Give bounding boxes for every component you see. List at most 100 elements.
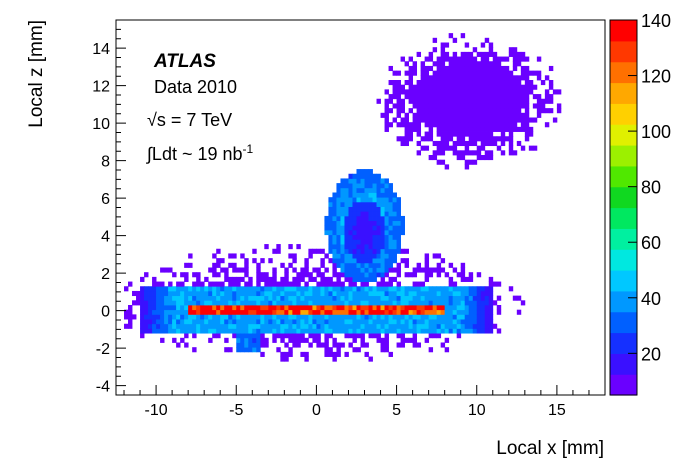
heatmap-cell bbox=[384, 206, 389, 212]
heatmap-cell bbox=[472, 61, 478, 67]
heatmap-cell bbox=[336, 300, 341, 306]
heatmap-cell bbox=[328, 314, 333, 320]
heatmap-cell bbox=[512, 295, 518, 301]
heatmap-cell bbox=[508, 150, 514, 156]
heatmap-cell bbox=[188, 314, 193, 320]
heatmap-cell bbox=[460, 33, 466, 39]
heatmap-cell bbox=[236, 314, 241, 320]
heatmap-cell bbox=[488, 155, 494, 161]
heatmap-cell bbox=[556, 103, 562, 109]
heatmap-cell bbox=[208, 300, 213, 306]
heatmap-cell bbox=[220, 286, 225, 292]
heatmap-cell bbox=[288, 286, 293, 292]
heatmap-cell bbox=[300, 290, 305, 297]
heatmap-cell bbox=[376, 201, 381, 207]
heatmap-cell bbox=[232, 290, 237, 297]
heatmap-cell bbox=[484, 286, 490, 292]
heatmap-cell bbox=[144, 319, 149, 325]
heatmap-cell bbox=[400, 295, 405, 301]
heatmap-cell bbox=[312, 276, 317, 282]
heatmap-cell bbox=[320, 314, 325, 320]
heatmap-cell bbox=[276, 309, 281, 315]
heatmap-cell bbox=[376, 323, 381, 329]
heatmap-cell bbox=[476, 131, 482, 137]
heatmap-cell bbox=[508, 98, 514, 104]
heatmap-cell bbox=[380, 281, 385, 287]
heatmap-cell bbox=[332, 211, 337, 217]
heatmap-cell bbox=[516, 80, 522, 86]
heatmap-cell bbox=[484, 80, 490, 86]
heatmap-cell bbox=[384, 239, 389, 245]
heatmap-cell bbox=[156, 290, 161, 297]
heatmap-cell bbox=[420, 108, 426, 114]
heatmap-cell bbox=[276, 319, 281, 325]
heatmap-cell bbox=[376, 178, 381, 184]
heatmap-cell bbox=[444, 80, 450, 86]
heatmap-cell bbox=[352, 178, 357, 184]
heatmap-cell bbox=[380, 239, 385, 245]
heatmap-cell bbox=[324, 342, 329, 348]
heatmap-cell bbox=[392, 305, 397, 311]
heatmap-cell bbox=[192, 319, 197, 325]
heatmap-cell bbox=[384, 258, 389, 264]
heatmap-cell bbox=[216, 272, 221, 278]
heatmap-cell bbox=[292, 314, 297, 320]
heatmap-cell bbox=[496, 103, 502, 109]
heatmap-cell bbox=[380, 258, 385, 264]
heatmap-cell bbox=[400, 230, 405, 236]
heatmap-cell bbox=[340, 211, 345, 217]
heatmap-cell bbox=[304, 300, 309, 306]
heatmap-cell bbox=[444, 117, 450, 123]
heatmap-cell bbox=[272, 319, 277, 325]
heatmap-cell bbox=[332, 258, 337, 264]
heatmap-cell bbox=[500, 98, 506, 104]
heatmap-cell bbox=[500, 136, 506, 142]
heatmap-cell bbox=[304, 356, 309, 362]
heatmap-cell bbox=[412, 103, 418, 109]
heatmap-cell bbox=[360, 342, 365, 348]
heatmap-cell bbox=[200, 295, 205, 301]
heatmap-cell bbox=[200, 300, 205, 306]
heatmap-cell bbox=[488, 103, 494, 109]
heatmap-cell bbox=[368, 211, 373, 217]
heatmap-cell bbox=[404, 80, 409, 86]
heatmap-cell bbox=[252, 248, 257, 254]
heatmap-cell bbox=[404, 323, 409, 329]
heatmap-cell bbox=[500, 84, 506, 90]
heatmap-cell bbox=[484, 295, 490, 301]
heatmap-cell bbox=[384, 126, 389, 132]
heatmap-cell bbox=[256, 309, 261, 315]
heatmap-cell bbox=[196, 290, 201, 297]
heatmap-cell bbox=[356, 248, 361, 254]
heatmap-cell bbox=[324, 333, 329, 339]
heatmap-cell bbox=[508, 117, 514, 123]
heatmap-cell bbox=[408, 94, 414, 100]
heatmap-cell bbox=[388, 80, 393, 86]
heatmap-cell bbox=[256, 262, 261, 268]
heatmap-cell bbox=[328, 347, 333, 353]
heatmap-cell bbox=[360, 281, 365, 287]
heatmap-cell bbox=[408, 328, 414, 334]
heatmap-cell bbox=[440, 300, 446, 306]
heatmap-cell bbox=[476, 51, 482, 57]
heatmap-cell bbox=[376, 295, 381, 301]
heatmap-cell bbox=[448, 328, 454, 334]
heatmap-cell bbox=[448, 84, 454, 90]
heatmap-cell bbox=[340, 272, 345, 278]
heatmap-cell bbox=[468, 295, 474, 301]
heatmap-cell bbox=[292, 276, 297, 282]
heatmap-cell bbox=[396, 328, 401, 334]
heatmap-cell bbox=[252, 309, 257, 315]
heatmap-cell bbox=[128, 314, 133, 320]
heatmap-cell bbox=[464, 70, 470, 76]
heatmap-cell bbox=[268, 300, 273, 306]
heatmap-cell bbox=[460, 267, 466, 273]
heatmap-cell bbox=[296, 323, 301, 329]
heatmap-cell bbox=[444, 140, 450, 147]
heatmap-cell bbox=[348, 272, 353, 278]
heatmap-cell bbox=[388, 197, 393, 203]
heatmap-cell bbox=[172, 290, 177, 297]
heatmap-cell bbox=[244, 319, 249, 325]
heatmap-cell bbox=[272, 333, 277, 339]
